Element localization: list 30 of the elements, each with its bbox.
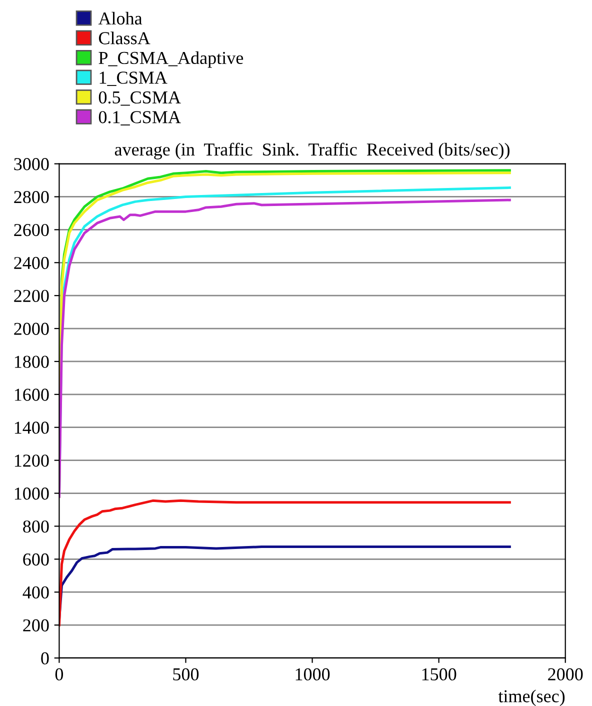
- legend-label: Aloha: [98, 12, 142, 25]
- legend-label: 0.5_CSMA: [98, 91, 181, 106]
- y-tick-label: 1400: [14, 422, 49, 434]
- y-tick-label: 1000: [14, 488, 49, 500]
- legend-label: P_CSMA_Adaptive: [98, 51, 244, 68]
- y-tick-label: 2600: [14, 224, 49, 236]
- line-series: [59, 499, 511, 626]
- x-tick-label: 1500: [422, 668, 456, 680]
- y-tick-label: 3000: [14, 158, 49, 170]
- y-tick-label: 2000: [14, 322, 49, 335]
- y-tick-label: 2800: [14, 190, 49, 204]
- y-tick-label: 800: [23, 520, 49, 533]
- y-tick-label: 600: [23, 553, 49, 566]
- y-tick-label: 1600: [14, 388, 49, 401]
- legend-label: 0.1_CSMA: [98, 111, 181, 126]
- y-tick-label: 200: [23, 619, 49, 632]
- y-tick-label: 1200: [14, 454, 49, 467]
- chart-title: average (in Traffic Sink. Traffic Received (bits/sec)): [114, 142, 510, 160]
- y-tick-label: 2400: [14, 256, 49, 270]
- y-tick-label: 2200: [14, 290, 49, 302]
- x-tick-label: 500: [173, 668, 199, 680]
- legend-label: ClassA: [98, 32, 150, 44]
- legend-label: 1_CSMA: [100, 72, 168, 86]
- x-axis-title: time(sec): [498, 690, 565, 706]
- y-tick-label: 0: [41, 652, 49, 664]
- x-tick-label: 2000: [548, 668, 583, 680]
- x-tick-label: 1000: [296, 668, 330, 680]
- y-tick-label: 400: [22, 586, 49, 599]
- x-tick-label: 0: [55, 668, 64, 680]
- y-tick-label: 1800: [14, 356, 49, 368]
